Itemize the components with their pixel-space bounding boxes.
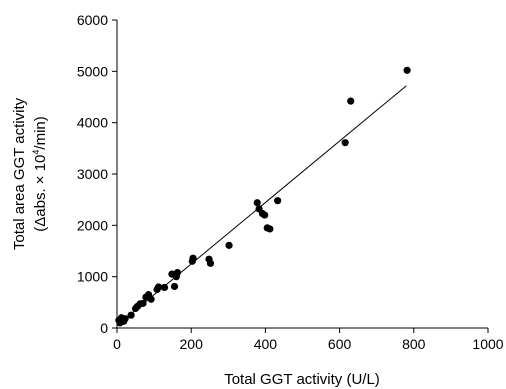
y-axis-label-exponent: 4 [31,150,41,155]
y-axis-label-line1: Total area GGT activity [11,97,28,250]
x-tick-label: 800 [402,336,426,352]
data-point [139,299,147,307]
axes [116,20,488,329]
data-point [121,315,129,323]
data-point [274,197,282,205]
data-point [266,225,274,233]
data-point [160,283,169,292]
y-tick-label: 4000 [77,115,108,131]
data-point [206,259,215,267]
y-axis-label-line2-prefix: (Δabs. × 10 [32,155,49,232]
y-tick-label: 2000 [77,217,108,233]
y-axis-label-line2-suffix: /min) [32,116,49,149]
y-tick-label: 3000 [77,166,108,182]
data-point [189,254,197,262]
data-point [170,282,179,291]
y-tick-label: 5000 [77,63,108,79]
data-point [253,199,261,207]
y-tick-label: 1000 [77,269,108,285]
data-point [147,295,155,303]
y-axis-label-line2: (Δabs. × 104/min) [31,116,49,232]
axis-ticks: 0 200 400 600 800 1000 0 1000 2000 3000 4000 5000 60… [77,12,504,352]
data-point [225,241,233,249]
x-tick-label: 1000 [472,336,503,352]
data-point [127,311,135,319]
data-point [341,139,349,147]
data-point [261,211,269,219]
data-point [403,66,411,74]
data-point [154,283,163,291]
data-points [115,66,411,327]
x-tick-label: 200 [180,336,204,352]
x-tick-label: 0 [113,336,121,352]
x-tick-label: 400 [254,336,278,352]
data-point [347,97,355,105]
x-tick-label: 600 [328,336,352,352]
data-point [173,268,182,277]
y-tick-label: 6000 [77,12,108,28]
x-axis-label: Total GGT activity (U/L) [224,371,380,388]
y-tick-label: 0 [100,320,108,336]
